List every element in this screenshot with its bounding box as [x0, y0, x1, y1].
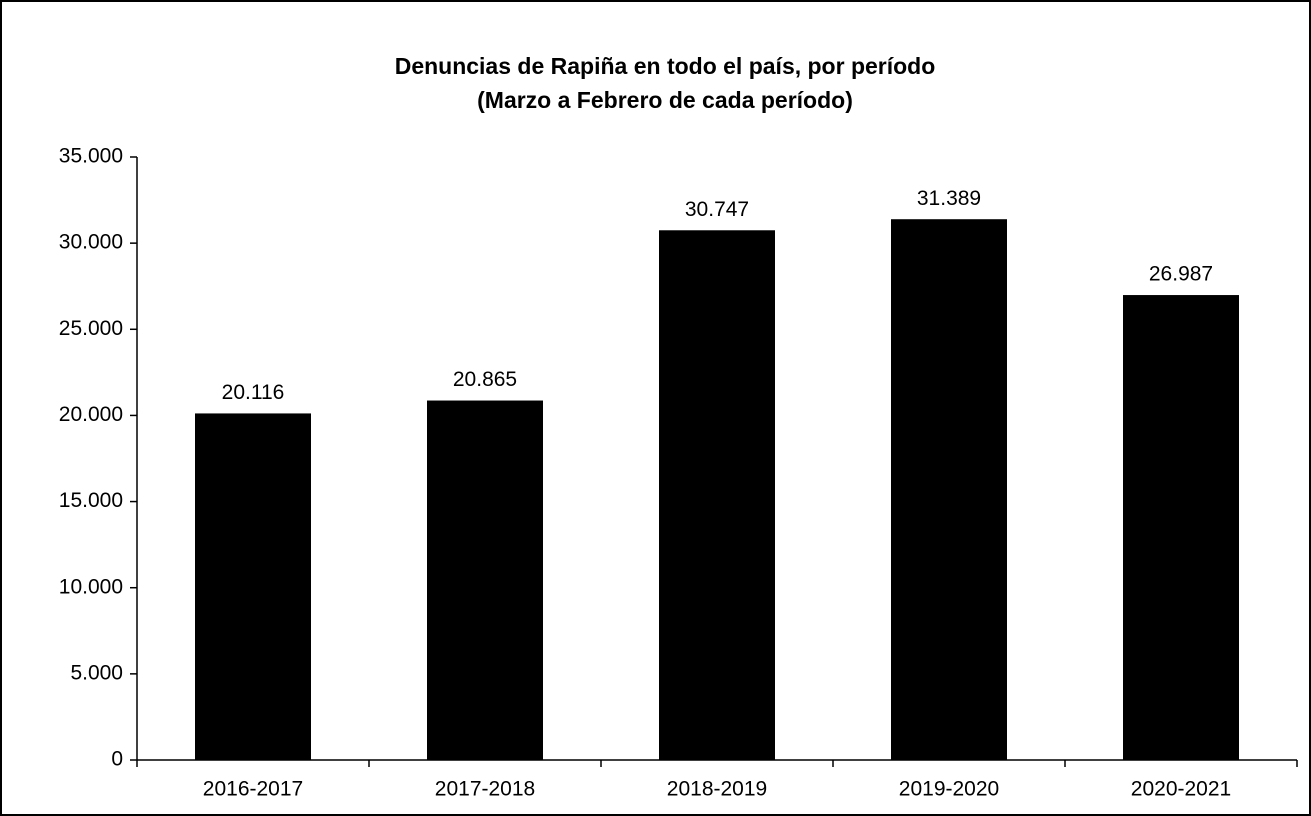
y-tick-label: 15.000	[59, 489, 123, 512]
data-label: 20.865	[453, 368, 517, 391]
x-tick-label: 2017-2018	[435, 778, 535, 801]
y-tick-label: 35.000	[59, 145, 123, 168]
y-tick-label: 0	[111, 748, 123, 771]
y-tick-label: 10.000	[59, 575, 123, 598]
bar	[659, 230, 775, 760]
y-tick-label: 25.000	[59, 317, 123, 340]
bar	[1123, 295, 1239, 760]
y-tick-label: 5.000	[70, 661, 123, 684]
y-tick-label: 20.000	[59, 403, 123, 426]
chart-subtitle: (Marzo a Febrero de cada período)	[477, 87, 853, 113]
x-tick-label: 2016-2017	[203, 778, 303, 801]
data-label: 30.747	[685, 198, 749, 221]
x-tick-label: 2020-2021	[1131, 778, 1231, 801]
bar	[427, 400, 543, 760]
y-tick-label: 30.000	[59, 231, 123, 254]
chart-title: Denuncias de Rapiña en todo el país, por…	[395, 53, 936, 79]
x-tick-label: 2018-2019	[667, 778, 767, 801]
data-label: 31.389	[917, 187, 981, 210]
bar	[891, 219, 1007, 760]
x-tick-label: 2019-2020	[899, 778, 999, 801]
data-label: 26.987	[1149, 263, 1213, 286]
data-label: 20.116	[222, 381, 285, 404]
bar	[195, 413, 311, 760]
